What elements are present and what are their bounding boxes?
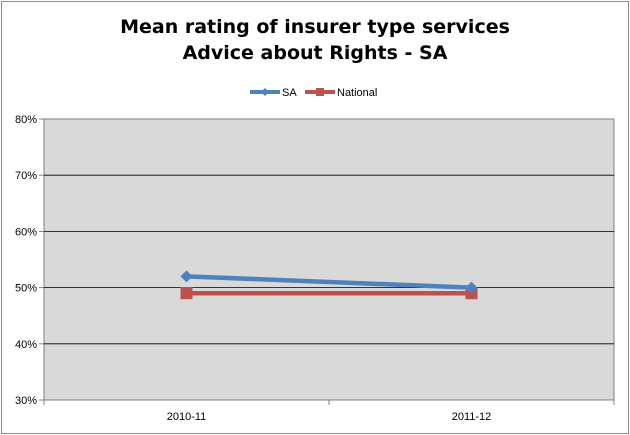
legend-label-sa: SA [282,87,297,99]
data-point-diamond [180,270,193,283]
chart-subtitle: Advice about Rights - SA [182,42,448,64]
y-tick-label: 50% [15,283,37,295]
y-tick-label: 60% [15,226,37,238]
legend-marker-diamond [261,88,269,96]
series-line-sa [186,274,472,290]
chart-title: Mean rating of insurer type services [120,16,510,38]
x-tick-label: 2010-11 [167,411,207,423]
legend-marker-square [316,88,324,96]
x-tick-label: 2011-12 [452,411,492,423]
data-point-diamond [465,281,478,294]
y-tick-label: 70% [15,170,37,182]
chart-title-block: Mean rating of insurer type services Adv… [0,14,630,66]
plot-area [43,118,615,401]
y-tick-label: 80% [15,114,37,126]
y-tick-label: 30% [15,395,37,407]
data-point-square [180,287,193,300]
y-tick-label: 40% [15,339,37,351]
legend-label-national: National [337,87,377,99]
